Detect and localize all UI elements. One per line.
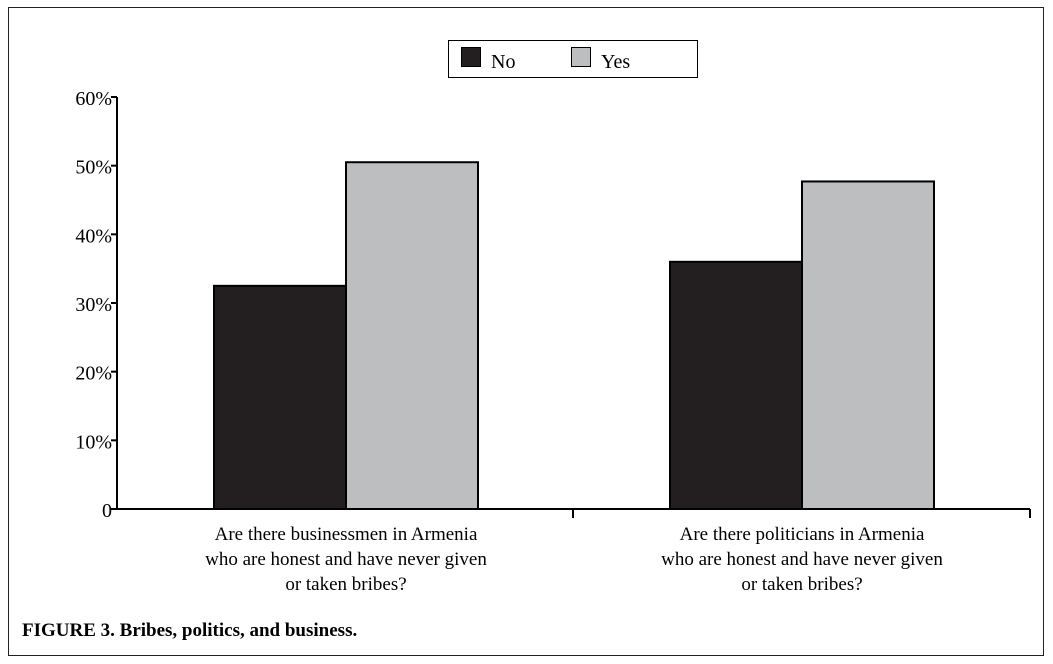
legend-label-yes: Yes xyxy=(601,51,631,73)
legend-item-yes: Yes xyxy=(571,45,630,73)
figure-frame xyxy=(8,7,1044,656)
bar-no-2 xyxy=(669,260,803,510)
legend-swatch-no xyxy=(461,47,481,67)
legend-label-no: No xyxy=(491,51,516,73)
bar-yes-2 xyxy=(801,180,935,511)
y-tick-label-30: 30% xyxy=(75,294,112,316)
y-tick-label-60: 60% xyxy=(75,88,112,110)
category-label-1-line-1: Are there businessmen in Armenia xyxy=(215,524,478,545)
category-label-2-line-3: or taken bribes? xyxy=(741,574,862,595)
legend-swatch-yes xyxy=(571,47,591,67)
y-tick-label-0: 0 xyxy=(102,500,112,522)
y-tick-label-10: 10% xyxy=(75,431,112,453)
category-label-1-line-2: who are honest and have never given xyxy=(205,549,487,570)
category-label-2-line-1: Are there politicians in Armenia xyxy=(680,524,925,545)
legend-item-no: No xyxy=(461,45,515,73)
bar-yes-1 xyxy=(345,161,479,510)
category-label-2-line-2: who are honest and have never given xyxy=(661,549,943,570)
figure-caption: FIGURE 3. Bribes, politics, and business… xyxy=(22,620,358,641)
category-label-1-line-3: or taken bribes? xyxy=(285,574,406,595)
y-tick-label-20: 20% xyxy=(75,363,112,385)
chart-legend: No Yes xyxy=(448,40,698,78)
y-tick-label-40: 40% xyxy=(75,225,112,247)
y-tick-label-50: 50% xyxy=(75,157,112,179)
bar-no-1 xyxy=(213,284,347,511)
